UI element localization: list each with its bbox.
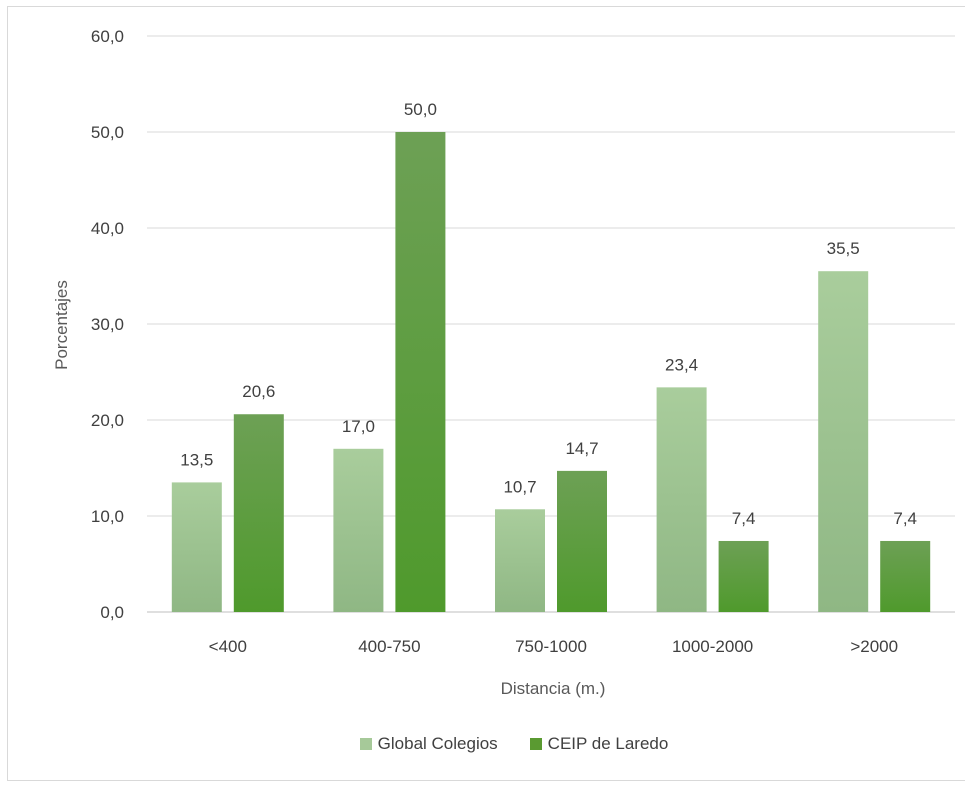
bar-ceip-de-laredo-1 [233, 414, 284, 612]
legend-item-ceip-de-laredo: CEIP de Laredo [529, 734, 669, 754]
bar-global-colegios-3 [495, 509, 545, 612]
data-label-global-colegios-2: 17,0 [342, 417, 375, 436]
data-label-ceip-de-laredo-1: 20,6 [242, 382, 275, 401]
chart-frame [7, 6, 965, 781]
y-tick-label: 0,0 [100, 603, 124, 622]
y-tick-label: 20,0 [91, 411, 124, 430]
y-tick-label: 60,0 [91, 27, 124, 46]
data-label-global-colegios-4: 23,4 [665, 355, 698, 374]
bar-ceip-de-laredo-4 [718, 540, 769, 612]
x-tick-label: 750-1000 [515, 637, 587, 656]
data-label-global-colegios-1: 13,5 [180, 450, 213, 469]
legend-swatch-global-colegios [359, 738, 372, 750]
y-axis-ticks: 0,0 10,0 20,0 30,0 40,0 50,0 60,0 [91, 27, 124, 622]
bar-ceip-de-laredo-2 [395, 132, 446, 612]
legend-swatch-ceip-de-laredo [529, 738, 542, 750]
bar-global-colegios-4 [656, 387, 707, 612]
y-tick-label: 40,0 [91, 219, 124, 238]
y-tick-label: 30,0 [91, 315, 124, 334]
legend: Global Colegios CEIP de Laredo [0, 734, 968, 754]
data-labels: 13,5 20,6 17,0 50,0 10,7 14,7 23,4 7,4 35,5 7,4 [180, 100, 917, 528]
x-tick-label: <400 [209, 637, 247, 656]
bar-global-colegios-1 [171, 482, 222, 612]
bar-global-colegios-5 [818, 271, 869, 612]
x-tick-label: 1000-2000 [672, 637, 753, 656]
data-label-global-colegios-3: 10,7 [503, 477, 536, 496]
data-label-ceip-de-laredo-4: 7,4 [732, 509, 756, 528]
x-tick-label: 400-750 [358, 637, 420, 656]
data-label-global-colegios-5: 35,5 [827, 239, 860, 258]
y-axis-title: Porcentajes [52, 280, 71, 370]
y-tick-label: 10,0 [91, 507, 124, 526]
bar-ceip-de-laredo-3 [557, 470, 607, 612]
bar-global-colegios-2 [333, 448, 384, 612]
data-label-ceip-de-laredo-5: 7,4 [893, 509, 917, 528]
x-tick-label: >2000 [850, 637, 898, 656]
bar-ceip-de-laredo-5 [880, 540, 931, 612]
y-tick-label: 50,0 [91, 123, 124, 142]
data-label-ceip-de-laredo-3: 14,7 [565, 439, 598, 458]
data-label-ceip-de-laredo-2: 50,0 [404, 100, 437, 119]
legend-label-ceip-de-laredo: CEIP de Laredo [547, 734, 669, 753]
legend-item-global-colegios: Global Colegios [359, 734, 498, 754]
legend-label-global-colegios: Global Colegios [377, 734, 498, 753]
bars [171, 132, 931, 612]
x-axis-title: Distancia (m.) [501, 679, 606, 698]
x-axis-ticks: <400 400-750 750-1000 1000-2000 >2000 [209, 637, 898, 656]
